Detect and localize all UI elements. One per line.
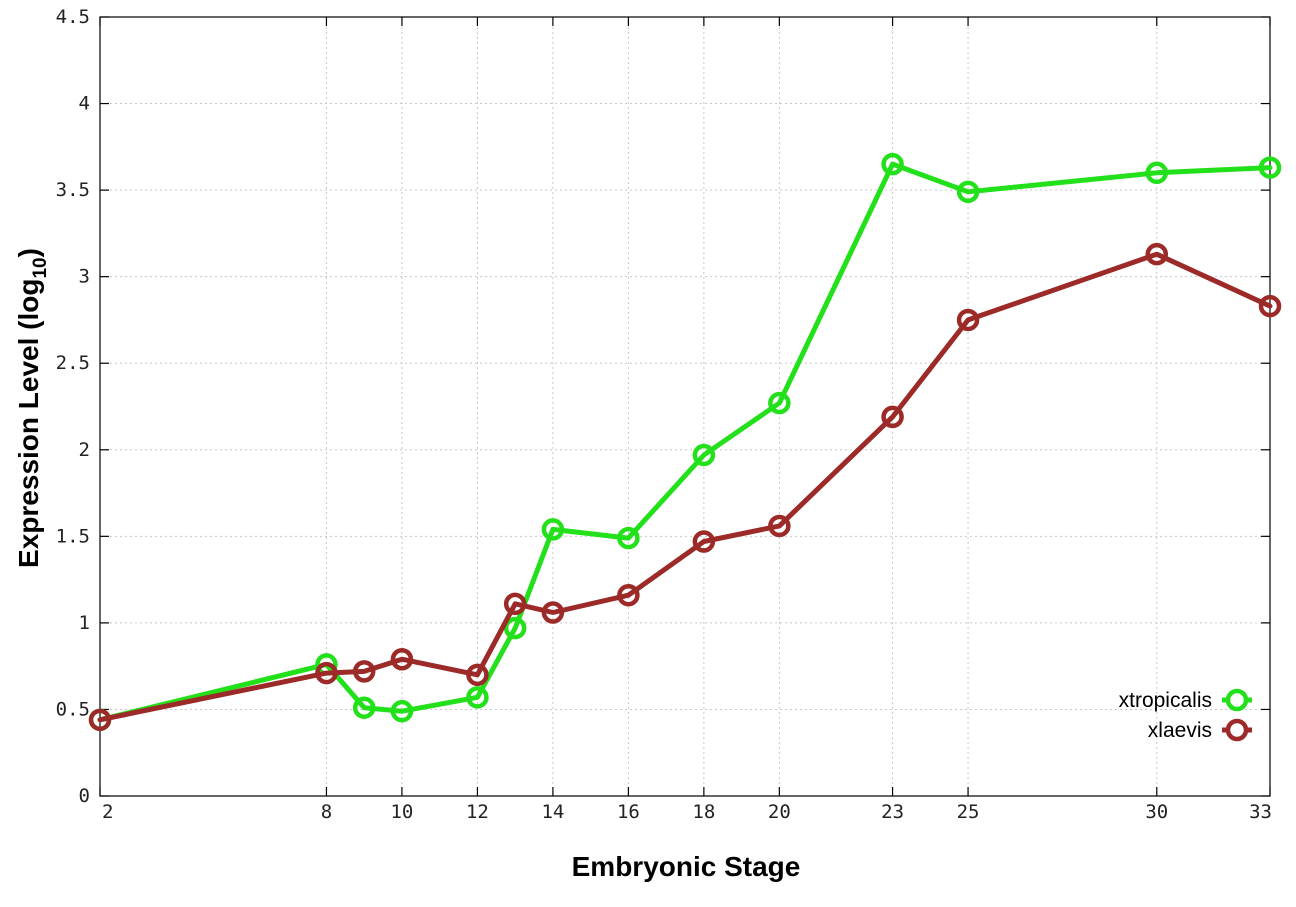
y-tick-label: 3 bbox=[79, 266, 90, 288]
data-point-xlaevis bbox=[692, 530, 716, 553]
data-point-xtropicalis bbox=[1145, 161, 1169, 185]
x-tick-label: 14 bbox=[541, 801, 564, 823]
y-axis-title-close: ) bbox=[13, 248, 44, 257]
data-point-xlaevis bbox=[956, 308, 980, 332]
data-point-xlaevis bbox=[541, 601, 565, 624]
data-point-xlaevis bbox=[617, 583, 640, 607]
grid bbox=[100, 17, 1270, 796]
y-axis-title: Expression Level (log10) bbox=[13, 248, 51, 568]
data-point-xlaevis bbox=[503, 592, 527, 616]
data-point-xtropicalis bbox=[503, 616, 527, 640]
y-tick-label: 3.5 bbox=[56, 179, 90, 201]
x-tick-label: 10 bbox=[390, 801, 413, 823]
data-point-xtropicalis bbox=[692, 443, 716, 467]
y-tick-label: 1.5 bbox=[56, 525, 90, 547]
data-point-xtropicalis bbox=[617, 526, 640, 550]
series-line-xlaevis bbox=[97, 251, 1273, 723]
x-tick-label: 23 bbox=[881, 801, 904, 823]
x-tick-label: 8 bbox=[321, 801, 332, 823]
data-point-xtropicalis bbox=[541, 518, 565, 541]
legend: xtropicalis xlaevis bbox=[1119, 688, 1252, 742]
data-point-xlaevis bbox=[390, 647, 414, 671]
ticks: 0 0.5 1 1.5 2 2.5 3 3.5 4 4.5 2 8 10 12 14 16 18 20 23 25 30… bbox=[56, 6, 1272, 823]
series-line-xtropicalis bbox=[97, 161, 1273, 723]
x-tick-label: 33 bbox=[1249, 801, 1272, 823]
data-point-xlaevis bbox=[88, 708, 112, 732]
y-tick-label: 0.5 bbox=[56, 698, 90, 720]
data-point-xlaevis bbox=[768, 514, 791, 538]
x-tick-label: 16 bbox=[617, 801, 640, 823]
data-point-xlaevis bbox=[1258, 294, 1282, 318]
y-tick-label: 0 bbox=[79, 785, 90, 807]
x-axis-title: Embryonic Stage bbox=[572, 851, 801, 882]
data-point-xtropicalis bbox=[768, 391, 791, 415]
x-tick-label: 2 bbox=[102, 801, 113, 823]
x-tick-label: 30 bbox=[1145, 801, 1168, 823]
series bbox=[88, 152, 1282, 732]
legend-label-xlaevis: xlaevis bbox=[1148, 719, 1212, 742]
x-tick-label: 20 bbox=[768, 801, 791, 823]
data-point-xtropicalis bbox=[390, 699, 414, 723]
data-point-xlaevis bbox=[881, 405, 904, 429]
data-point-xtropicalis bbox=[881, 152, 904, 176]
y-tick-label: 1 bbox=[79, 612, 90, 634]
data-point-xlaevis bbox=[466, 663, 489, 687]
data-point-xlaevis bbox=[315, 661, 338, 685]
y-tick-label: 4.5 bbox=[56, 6, 90, 28]
legend-entry-xtropicalis: xtropicalis bbox=[1119, 688, 1252, 712]
y-axis-title-main: Expression Level (log bbox=[13, 279, 44, 568]
y-tick-label: 2 bbox=[79, 439, 90, 461]
plot-frame bbox=[99, 16, 1271, 797]
data-point-xlaevis bbox=[1145, 242, 1169, 266]
data-point-xtropicalis bbox=[352, 696, 376, 719]
data-point-xlaevis bbox=[352, 660, 376, 683]
y-tick-label: 2.5 bbox=[56, 352, 90, 374]
legend-label-xtropicalis: xtropicalis bbox=[1119, 689, 1212, 712]
series-xlaevis bbox=[88, 242, 1282, 732]
x-tick-label: 18 bbox=[692, 801, 715, 823]
y-axis-title-subscript: 10 bbox=[30, 257, 51, 278]
y-tick-label: 4 bbox=[79, 93, 90, 115]
data-point-xtropicalis bbox=[1258, 156, 1282, 179]
legend-entry-xlaevis: xlaevis bbox=[1148, 718, 1252, 742]
data-point-xtropicalis bbox=[466, 686, 489, 709]
x-tick-label: 12 bbox=[466, 801, 489, 823]
x-tick-label: 25 bbox=[957, 801, 980, 823]
legend-marker-xlaevis bbox=[1225, 718, 1249, 742]
data-point-xtropicalis bbox=[956, 180, 980, 204]
legend-marker-xtropicalis bbox=[1225, 688, 1249, 712]
